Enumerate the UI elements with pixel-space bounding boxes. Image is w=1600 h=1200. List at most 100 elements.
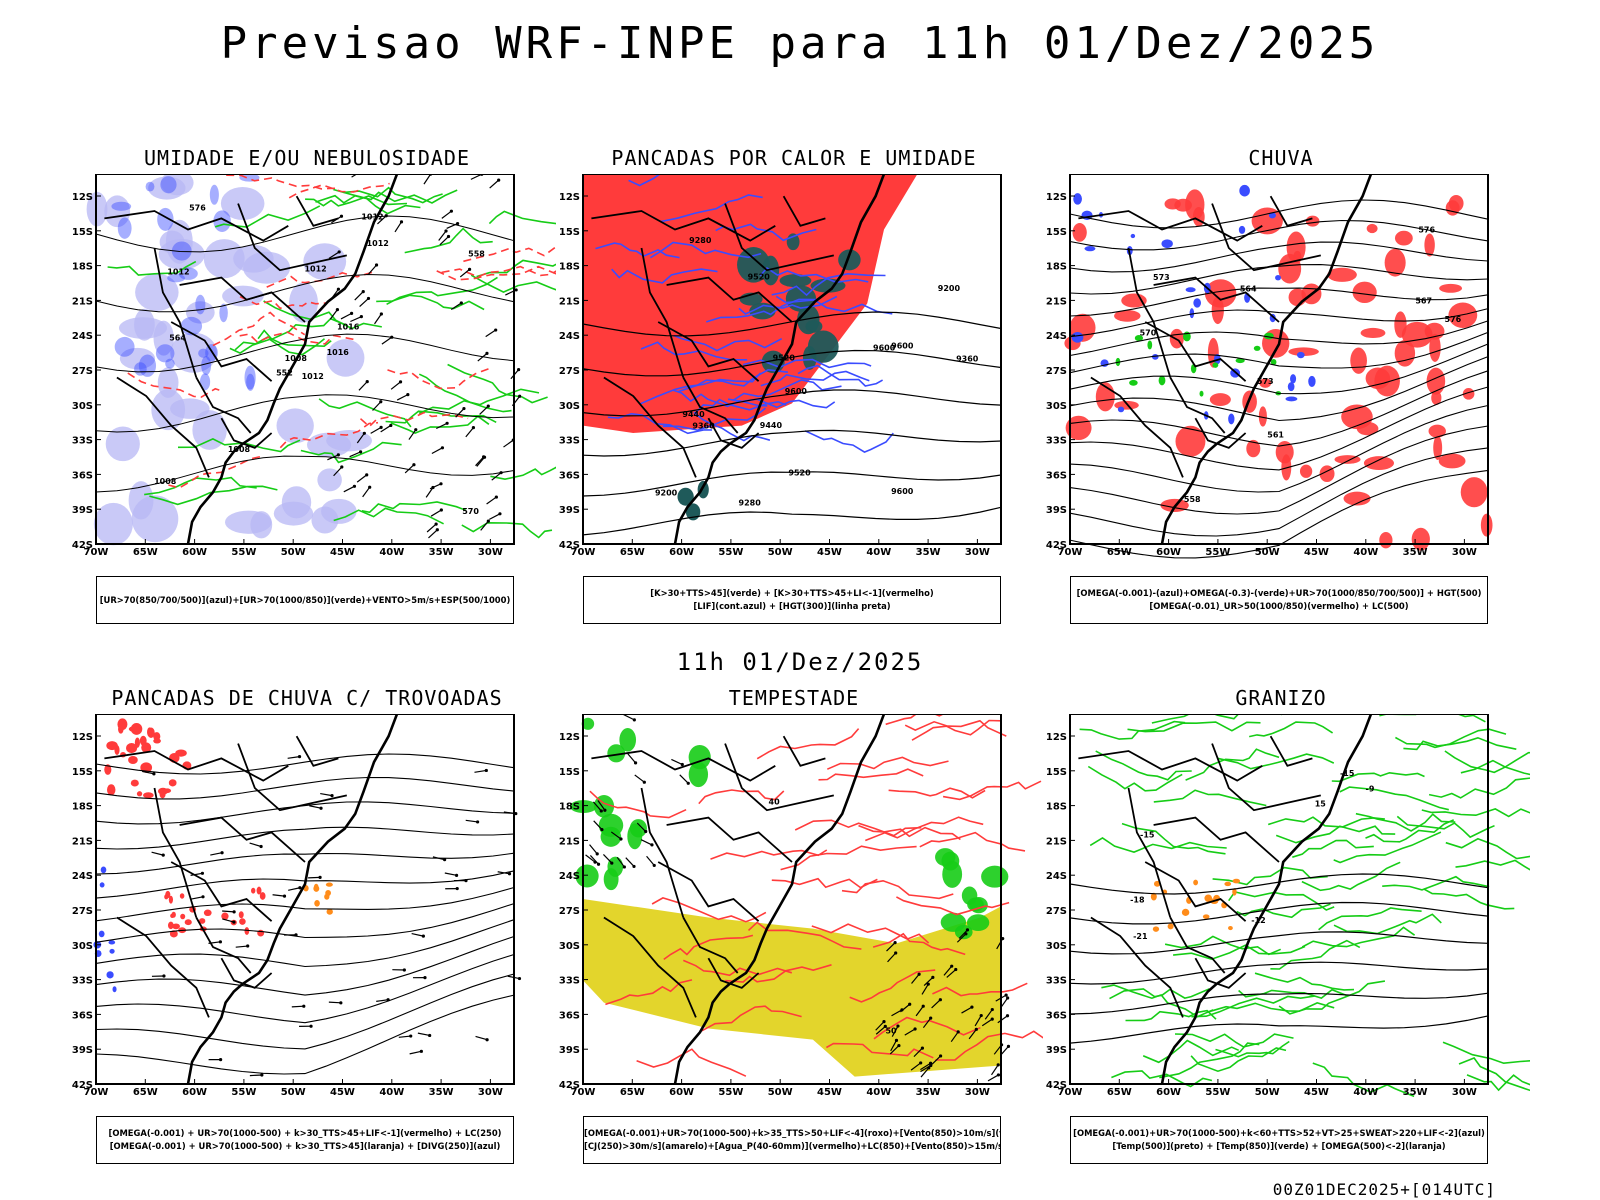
field-patch: [314, 900, 320, 907]
field-patch: [153, 738, 161, 744]
contour-line: [1089, 837, 1227, 853]
contour-line: [1396, 815, 1495, 839]
isoline: [95, 455, 515, 493]
contour-line: [797, 364, 883, 387]
wind-vector-head: [894, 1038, 899, 1042]
wind-vector: [597, 800, 606, 811]
lat-label: 15S: [1046, 227, 1067, 238]
wind-vector-head: [446, 234, 451, 239]
wind-vector: [489, 513, 501, 520]
contour-label: 1008: [154, 477, 177, 486]
legend-box: [OMEGA(-0.001)-(azul)+OMEGA(-0.3)-(verde…: [1070, 576, 1488, 624]
field-patch: [148, 176, 186, 200]
field-patch: [966, 914, 990, 932]
wind-vector-head: [894, 951, 898, 955]
panel-title: GRANIZO: [1235, 686, 1327, 710]
contour-line: [1428, 777, 1530, 799]
field-patch: [1258, 406, 1267, 427]
wind-vector-head: [421, 934, 425, 938]
wind-vector-head: [409, 1034, 413, 1038]
wind-vector: [480, 520, 489, 531]
state-border-6: [237, 743, 347, 812]
contour-labels: 1012 1012 1008 1008 1016 1008 1012 1012 1012 1016…: [154, 204, 485, 517]
contour-line: [1254, 972, 1355, 991]
field-patch: [1152, 926, 1160, 932]
contour-line: [1142, 1039, 1240, 1064]
lat-label: 42S: [559, 540, 580, 551]
field-patch: [136, 791, 143, 797]
contour-line: [490, 466, 556, 481]
contour-label: 9280: [689, 236, 712, 245]
field-patch: [244, 365, 256, 390]
wind-vector-head: [297, 755, 302, 759]
contour-label: 9520: [748, 273, 771, 282]
state-border-2: [657, 321, 760, 382]
lat-label: 30S: [559, 941, 580, 952]
contour-line: [771, 877, 878, 889]
contour-line: [305, 195, 408, 207]
wind-vector: [465, 427, 474, 438]
field-patch: [1151, 353, 1159, 360]
wind-vector: [354, 291, 364, 301]
wind-vector-head: [652, 863, 656, 868]
contour-line: [214, 205, 321, 228]
legend-line: [OMEGA(-0.001) + UR>70(1000-500) + k>30_…: [109, 1141, 501, 1151]
wind-vector-head: [1006, 1044, 1011, 1048]
wind-vector: [956, 933, 967, 943]
field-patch: [1239, 184, 1250, 197]
contour-line: [1267, 816, 1385, 828]
wind-vector-head: [379, 312, 383, 316]
wind-vector: [291, 1005, 304, 1008]
contour-label: 1012: [367, 239, 389, 248]
state-border-0: [1078, 750, 1263, 782]
lat-label: 24S: [72, 871, 93, 882]
wind-vector-head: [339, 1001, 343, 1005]
contour-line: [628, 174, 662, 187]
lat-label: 33S: [1046, 976, 1067, 987]
contour-line: [463, 245, 556, 263]
contour-line: [1301, 861, 1401, 892]
contour-line: [942, 780, 1042, 801]
isoline: [582, 389, 1002, 417]
wind-vector: [890, 1040, 897, 1052]
field-patch: [1268, 212, 1276, 219]
state-border-6: [1211, 203, 1321, 272]
state-border-0: [591, 750, 776, 782]
contour-line: [376, 294, 485, 311]
field-patch: [1394, 311, 1407, 338]
wind-vector: [968, 1028, 977, 1040]
contour-line: [461, 521, 553, 539]
field-patch: [1287, 382, 1295, 392]
wind-vector: [886, 942, 896, 952]
contour-line: [149, 485, 278, 506]
state-border-8: [1194, 957, 1247, 989]
field-patch: [199, 373, 211, 391]
field-patch: [172, 923, 180, 930]
wind-vector: [333, 466, 343, 477]
isoline: [1069, 241, 1489, 273]
contour-line: [239, 295, 326, 310]
lat-label: 33S: [559, 436, 580, 447]
wind-vector-head: [494, 495, 498, 499]
field-patch: [239, 918, 246, 925]
wind-vector: [351, 174, 358, 178]
lat-label: 30S: [1046, 941, 1067, 952]
contour-line: [343, 186, 443, 204]
contour-label: 40: [769, 797, 781, 806]
wind-vector: [616, 856, 625, 868]
lat-label: 12S: [1046, 732, 1067, 743]
lon-label: 60W: [669, 1087, 694, 1098]
contour-line: [841, 879, 954, 900]
wind-vector-head: [455, 221, 460, 226]
contour-label: -18: [1130, 896, 1145, 905]
field-patch: [281, 486, 312, 519]
lon-label: 50W: [1255, 1087, 1280, 1098]
lat-label: 33S: [1046, 436, 1067, 447]
map-frame: [582, 174, 1002, 545]
wind-vector-head: [1005, 1014, 1010, 1018]
wind-vector-head: [619, 837, 623, 841]
field-patch: [1270, 359, 1277, 366]
wind-vector-head: [162, 974, 166, 978]
contour-line: [693, 411, 771, 442]
contour-line: [1191, 995, 1315, 1018]
